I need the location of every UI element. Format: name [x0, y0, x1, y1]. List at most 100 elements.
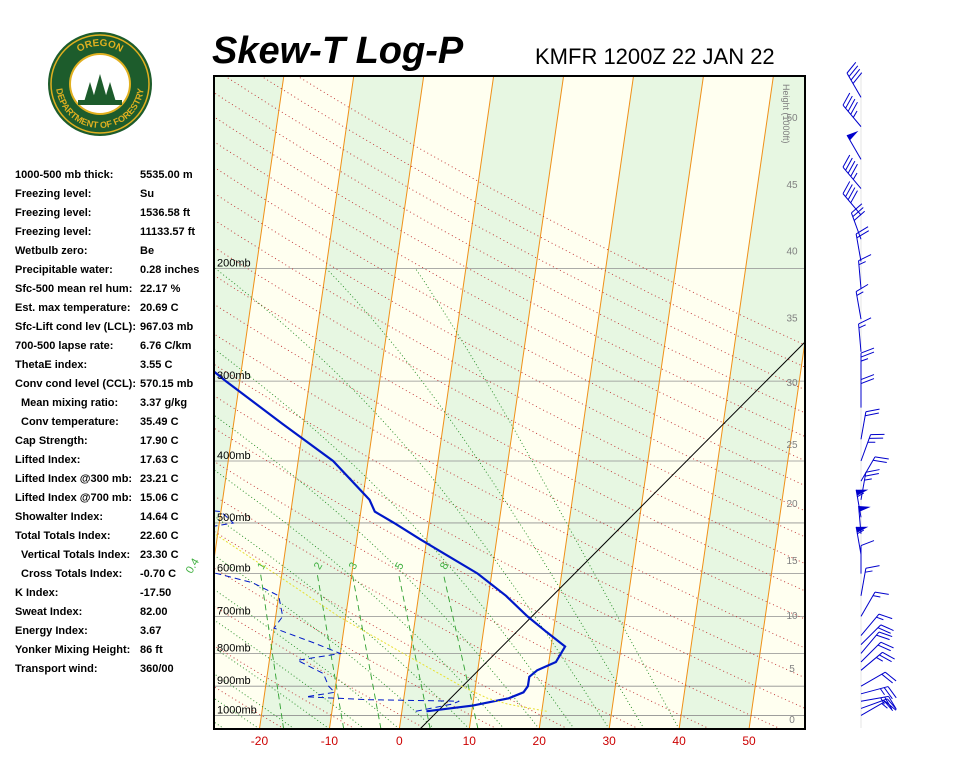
param-label: Precipitable water: [15, 264, 113, 276]
wind-barb [860, 686, 897, 700]
wind-barb [855, 489, 869, 518]
param-label: Cross Totals Index: [21, 568, 123, 580]
dry-adiabat [214, 567, 498, 729]
param-value: 23.21 C [140, 473, 179, 485]
isotherm-line [748, 338, 805, 729]
param-value: 0.28 inches [140, 264, 200, 276]
param-label: Lifted Index @700 mb: [15, 492, 133, 504]
mixing-ratio-line [316, 573, 345, 729]
mixing-ratio-lines [260, 573, 479, 729]
height-tick-label: 15 [786, 556, 798, 567]
param-label: Wetbulb zero: [15, 245, 88, 257]
param-label: Lifted Index @300 mb: [15, 473, 133, 485]
height-tick-label: 40 [786, 247, 798, 258]
isotherm-line [398, 76, 495, 729]
x-tick-label: -20 [251, 734, 269, 748]
param-label: Sweat Index: [15, 606, 83, 618]
param-label: Mean mixing ratio: [21, 397, 119, 409]
height-tick-label: 25 [786, 440, 798, 451]
param-label: Total Totals Index: [15, 530, 111, 542]
isotherm-band [679, 76, 805, 729]
param-label: Conv temperature: [21, 416, 119, 428]
dry-adiabat [214, 219, 805, 538]
height-tick-label: 50 [786, 113, 798, 124]
wind-barb [860, 374, 875, 408]
param-label: 1000-500 mb thick: [15, 169, 114, 181]
mixing-ratio-label: 1 [255, 560, 268, 571]
mixing-ratio-label: 8 [438, 560, 451, 571]
height-tick-label: 0 [789, 715, 795, 726]
wind-barb [860, 631, 893, 654]
x-tick-label: 40 [672, 734, 686, 748]
x-tick-label: 10 [463, 734, 477, 748]
param-label: Sfc-Lift cond lev (LCL): [15, 321, 136, 333]
isotherm-line [328, 76, 425, 729]
isotherm-band [399, 76, 564, 729]
pressure-label: 600mb [217, 563, 251, 575]
param-value: -17.50 [140, 587, 172, 599]
wind-barb [842, 181, 862, 216]
dry-adiabat [214, 427, 781, 729]
param-label: K Index: [15, 587, 59, 599]
wind-barb [860, 456, 889, 482]
wind-barb [860, 591, 889, 617]
chart-title: Skew-T Log-P [212, 30, 464, 72]
pressure-label: 800mb [217, 642, 251, 654]
isotherm-line [214, 76, 285, 563]
param-value: 22.60 C [140, 530, 179, 542]
mixing-ratio-line [351, 573, 382, 729]
param-label: Freezing level: [15, 207, 92, 219]
pressure-label: 500mb [217, 512, 251, 524]
param-value: 3.37 g/kg [140, 397, 188, 409]
param-value: 22.17 % [140, 283, 181, 295]
wind-barb [858, 505, 871, 534]
dewpoint-profile [214, 510, 460, 712]
logo-top-text: OREGON [75, 38, 125, 55]
x-tick-label: 0 [396, 734, 403, 748]
x-tick-label: 50 [742, 734, 756, 748]
pressure-label: 1000mb [217, 704, 257, 716]
pressure-label: 300mb [217, 370, 251, 382]
pressure-label: 400mb [217, 450, 251, 462]
wind-barb [860, 671, 897, 687]
param-value: 82.00 [140, 606, 168, 618]
param-value: 23.30 C [140, 549, 179, 561]
wind-barb [858, 317, 872, 352]
param-label: Energy Index: [15, 625, 88, 637]
param-value: 3.55 C [140, 359, 173, 371]
pressure-label: 900mb [217, 675, 251, 687]
isotherm-band [259, 76, 424, 729]
mixing-ratio-line [442, 573, 479, 729]
x-tick-label: 30 [602, 734, 616, 748]
moist-adiabat [214, 554, 435, 729]
wind-barb [860, 695, 897, 710]
wind-barb [860, 624, 894, 646]
wind-barb [860, 565, 880, 596]
param-label: Conv cond level (CCL): [15, 378, 137, 390]
moist-adiabat [214, 588, 400, 729]
wind-barb [860, 613, 893, 636]
mixing-ratio-line [398, 573, 431, 729]
height-tick-label: 10 [786, 611, 798, 622]
param-value: 35.49 C [140, 416, 179, 428]
wind-barb [850, 203, 865, 240]
wind-barb [846, 130, 862, 160]
wind-barb [846, 61, 863, 98]
param-value: 86 ft [140, 644, 163, 656]
param-value: 967.03 mb [140, 321, 194, 333]
dry-adiabat [214, 92, 805, 414]
isotherm-line [468, 76, 565, 729]
wind-barb [842, 92, 862, 127]
param-value: 360/00 [140, 663, 174, 675]
moist-adiabats [214, 268, 680, 729]
param-label: 700-500 lapse rate: [15, 340, 114, 352]
wind-barb [860, 347, 875, 382]
param-label: Lifted Index: [15, 454, 81, 466]
wind-barb [860, 433, 885, 462]
dry-adiabat [260, 76, 805, 368]
pressure-label: 200mb [217, 257, 251, 269]
moist-adiabat [214, 619, 365, 729]
height-tick-label: 30 [786, 378, 798, 389]
parcel-profile [214, 532, 547, 712]
height-tick-label: 45 [786, 180, 798, 191]
